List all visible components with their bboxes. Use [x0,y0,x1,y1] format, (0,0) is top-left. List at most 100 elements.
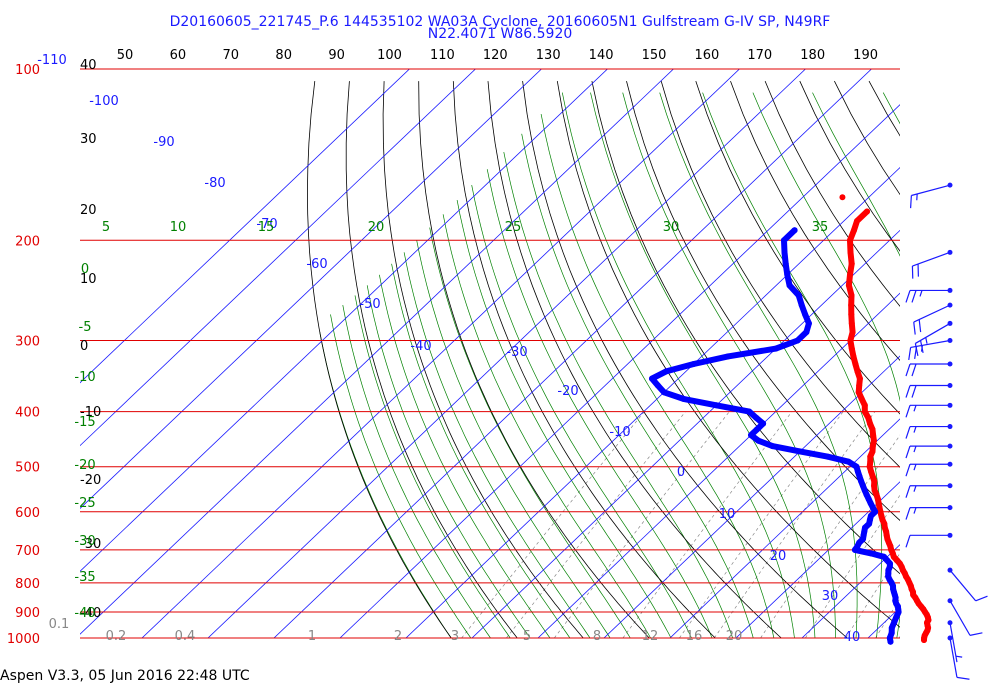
theta-tick-label: 90 [328,48,345,63]
isotherm-label: -10 [609,425,630,440]
temperature-point [867,458,874,465]
temperature-tick-label: 0 [80,339,88,354]
moist-adiabat-line [354,295,511,638]
dry-adiabat-line [764,80,900,307]
wind-barb-station [947,402,953,408]
dewpoint-point [661,389,667,396]
theta-e-label: 35 [812,220,829,235]
green-scale-label: -30 [74,534,95,549]
pressure-label: 900 [15,606,40,621]
dry-adiabat-line [660,80,900,468]
isotherm-label: 20 [770,549,787,564]
temperature-tick-label: 10 [80,272,97,287]
pressure-label: 1000 [7,632,40,647]
dewpoint-point [725,353,731,360]
dry-adiabat-line [834,80,900,196]
dewpoint-point [859,482,866,489]
dewpoint-point [893,614,900,621]
wind-barb-half-flag [913,426,917,433]
dry-adiabat-line [938,81,1000,650]
temperature-point [845,282,852,289]
dewpoint-point [860,536,866,542]
isotherm-label: -20 [557,384,578,399]
wind-barb-flag [905,464,911,477]
dewpoint-point [845,458,852,465]
temperature-tick-label: 20 [80,203,97,218]
moist-adiabat-line [974,93,1000,651]
temperature-point [848,311,855,318]
green-scale-label: -35 [74,570,95,585]
wind-barb-half-flag [913,485,917,492]
mixing-ratio-label: 20 [726,629,743,644]
theta-tick-label: 130 [536,48,561,63]
moist-adiabat-line [342,305,491,638]
theta-tick-label: 120 [483,48,508,63]
wind-barbs [905,182,988,680]
wind-barb-station [947,598,953,604]
mixing-ratio-label: 8 [593,629,601,644]
mixing-ratio-label: 12 [642,629,659,644]
wind-barb-flag [905,385,911,398]
dewpoint-point [891,619,897,626]
wind-barb-flag [905,535,911,548]
green-scale-label: -10 [74,370,95,385]
dewpoint-point [866,520,873,527]
wind-barb-station [947,443,953,449]
moist-adiabat-line [882,92,900,125]
moist-adiabat-line [590,92,816,638]
wind-barb-flag [969,632,983,636]
temperature-point [848,302,855,309]
theta-e-label: 10 [170,220,187,235]
dewpoint-point [713,402,720,409]
wind-barb-station [947,337,953,343]
temperature-point [858,395,865,402]
temperature-point [868,468,875,475]
wind-barb-flag [905,485,911,498]
wind-barb-station [947,182,953,188]
isotherm-label: 0 [677,465,685,480]
wind-barb-station [947,361,953,367]
mixing-ratio-label: 0.4 [175,629,196,644]
isotherm-label: -80 [204,176,225,191]
temperature-point [854,368,861,375]
wind-barb-station [947,320,953,326]
theta-tick-label: 180 [800,48,825,63]
wind-barb-staff [912,251,951,267]
dewpoint-trace [649,227,902,645]
temperature-point [870,437,877,444]
wind-barb-half-flag [913,507,917,514]
wind-barb-station [947,505,953,511]
isotherm-line [141,69,741,638]
dewpoint-point [798,302,805,309]
dewpoint-point [781,237,787,244]
dry-adiabat-line [345,81,518,638]
wind-barb-flag [910,195,912,209]
isotherm-line [867,606,900,638]
temperature-point [848,260,855,267]
moist-adiabat-line [486,169,713,638]
green-scale-label: -5 [79,320,92,335]
temperature-point [856,375,863,382]
isotherm-line [80,69,675,635]
theta-e-label: 25 [505,220,522,235]
isotherm-line [471,229,900,638]
temperature-tick-label: -10 [80,405,101,420]
dewpoint-point [680,395,687,402]
temperature-point [869,448,876,455]
isotherm-label: -110 [37,53,67,68]
isotherm-line [669,418,900,638]
temperature-point [847,237,853,244]
wind-barb-staff [915,322,951,344]
dewpoint-point [888,624,895,631]
pressure-label: 600 [15,506,40,521]
dry-adiabat-line [418,81,650,638]
dry-adiabat-line [522,81,848,638]
temperature-point [856,382,863,389]
theta-e-label: 20 [368,220,385,235]
wind-barb-half-flag [913,464,917,471]
isotherm-label: -100 [89,94,119,109]
temperature-tick-label: -40 [80,606,101,621]
dewpoint-point [794,337,801,344]
moist-adiabat-line [330,314,472,638]
